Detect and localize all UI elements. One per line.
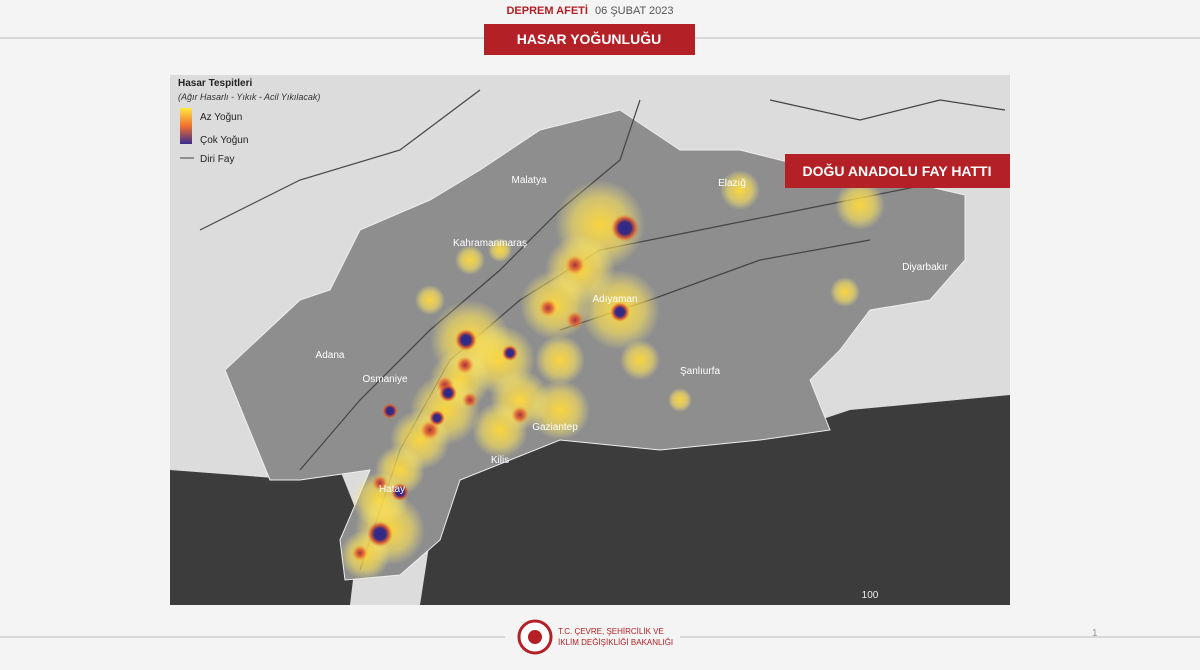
heat-high [382,403,398,419]
page-number: 1 [1092,628,1098,639]
city-label: Osmaniye [362,374,407,385]
city-labels: Malatya Kahramanmaraş Adıyaman Elazığ Diyarb… [316,175,949,495]
legend-item: Diri Fay [200,154,234,165]
legend-subtitle: (Ağır Hasarlı - Yıkık - Acil Yıkılacak) [178,92,320,102]
callout-box [785,154,1010,188]
city-label: Adıyaman [592,294,637,305]
heat-medium [462,392,478,408]
heatmap [340,170,885,580]
heat-medium [511,406,529,424]
heat-medium [456,356,474,374]
city-label: Kahramanmaraş [453,238,527,249]
heat-high [611,214,639,242]
heat-area [720,170,760,210]
heat-high [391,483,409,501]
callout: DOĞU ANADOLU FAY HATTI [802,162,991,179]
heat-high [502,345,518,361]
legend-item: Çok Yoğun [200,135,248,146]
city-label: Diyarbakır [902,262,948,273]
heat-high [429,410,445,426]
heat-medium [352,545,368,561]
heat-area [415,285,445,315]
heat-area [488,238,512,262]
heat-high [610,302,630,322]
city-label: Elazığ [718,178,746,189]
heat-area [535,335,585,385]
city-label: Şanlıurfa [680,366,720,377]
heat-area [455,245,485,275]
heat-medium [566,311,584,329]
legend-title: Hasar Tespitleri [178,78,253,89]
heat-medium [565,255,585,275]
legend-item: Az Yoğun [200,112,242,123]
header-event: DEPREM AFETİ [506,4,588,17]
scale: 100 [862,590,879,601]
heat-area [835,180,885,230]
city-label: Gaziantep [532,422,578,433]
header: DEPREM AFETİ 06 ŞUBAT 2023 [506,4,673,17]
sea [170,395,1010,605]
ministry-line: İKLİM DEĞİŞİKLİĞİ BAKANLIĞI [558,638,673,647]
city-label: Hatay [379,484,405,495]
heat-medium [372,475,388,491]
ministry-line: T.C. ÇEVRE, ŞEHİRCİLİK VE [558,627,664,636]
logo-center [528,630,542,644]
header-date: 06 ŞUBAT 2023 [595,5,673,17]
heat-area [530,380,590,440]
heat-area [620,340,660,380]
legend-ramp [180,108,192,144]
map: DOĞU ANADOLU FAY HATTI Malatya Kahramanma… [170,75,1010,605]
heat-area [668,388,692,412]
heat-high [455,329,477,351]
title: HASAR YOĞUNLUĞU [517,30,661,47]
heat-medium [539,299,557,317]
heat-area [830,277,860,307]
city-label: Kilis [491,455,509,466]
title-box [484,24,695,55]
city-label: Adana [316,350,345,361]
heat-high [439,384,457,402]
heat-high [367,521,393,547]
city-label: Malatya [511,175,546,186]
